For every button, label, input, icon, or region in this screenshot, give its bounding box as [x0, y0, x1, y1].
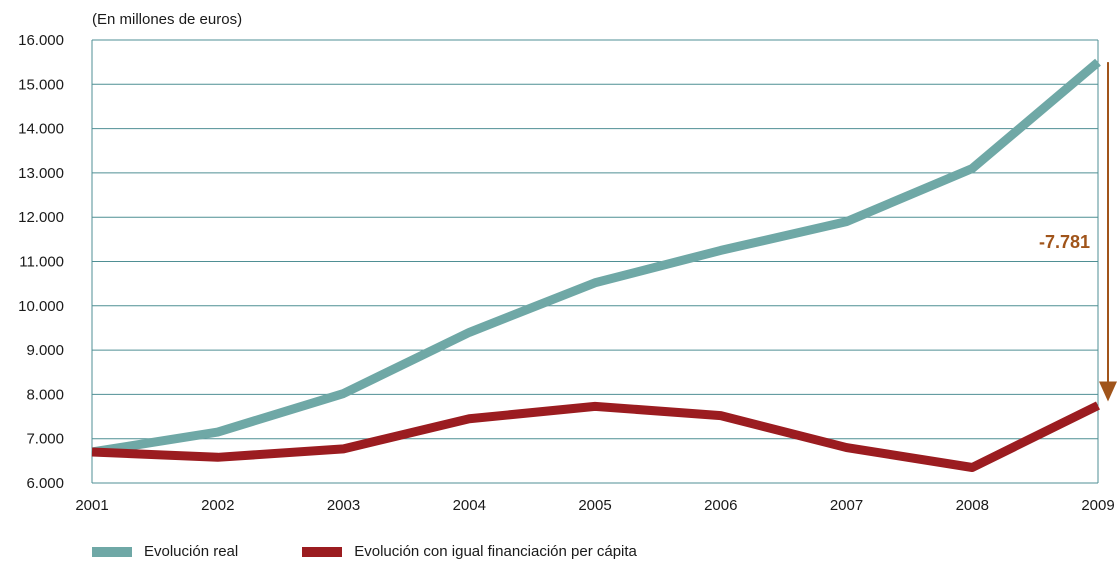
- x-axis-ticks: 2001 2002 2003 2004 2005 2006 2007 2008 2009: [75, 497, 1114, 514]
- unit-label: (En millones de euros): [92, 11, 242, 28]
- gridlines: [91, 39, 1099, 484]
- y-tick-label: 7.000: [26, 431, 64, 448]
- y-axis-ticks: 6.000 7.000 8.000 9.000 10.000 11.000 12.000 13…: [18, 32, 64, 492]
- legend-label-evolucion-real: Evolución real: [144, 543, 239, 560]
- annotation-arrow-head: [1099, 381, 1117, 402]
- y-tick-label: 10.000: [18, 298, 64, 315]
- x-tick-label: 2007: [830, 497, 863, 514]
- y-tick-label: 6.000: [26, 475, 64, 492]
- legend-swatch-igual-financiacion: [302, 546, 343, 557]
- x-tick-label: 2001: [75, 497, 108, 514]
- x-tick-label: 2008: [956, 497, 989, 514]
- y-tick-label: 8.000: [26, 386, 64, 403]
- legend-item-evolucion-real: Evolución real: [92, 543, 238, 560]
- series-lines: [91, 58, 1101, 472]
- x-tick-label: 2009: [1081, 497, 1114, 514]
- legend-swatch-evolucion-real: [92, 546, 132, 557]
- y-tick-label: 9.000: [26, 342, 64, 359]
- x-tick-label: 2004: [453, 497, 486, 514]
- x-tick-label: 2006: [704, 497, 737, 514]
- y-tick-label: 12.000: [18, 209, 64, 226]
- series-line-0: [91, 58, 1101, 457]
- y-tick-label: 14.000: [18, 121, 64, 138]
- x-tick-label: 2003: [327, 497, 360, 514]
- x-tick-label: 2002: [201, 497, 234, 514]
- legend-item-igual-financiacion: Evolución con igual financiación per cáp…: [302, 543, 637, 560]
- legend-label-igual-financiacion: Evolución con igual financiación per cáp…: [354, 543, 637, 560]
- y-tick-label: 16.000: [18, 32, 64, 49]
- annotation-label: -7.781: [1039, 232, 1090, 252]
- gap-annotation: -7.781: [1039, 62, 1117, 402]
- series-line-1: [91, 401, 1100, 472]
- y-tick-label: 13.000: [18, 165, 64, 182]
- y-tick-label: 11.000: [19, 254, 64, 271]
- legend: Evolución real Evolución con igual finan…: [92, 543, 701, 560]
- x-tick-label: 2005: [578, 497, 611, 514]
- y-tick-label: 15.000: [18, 76, 64, 93]
